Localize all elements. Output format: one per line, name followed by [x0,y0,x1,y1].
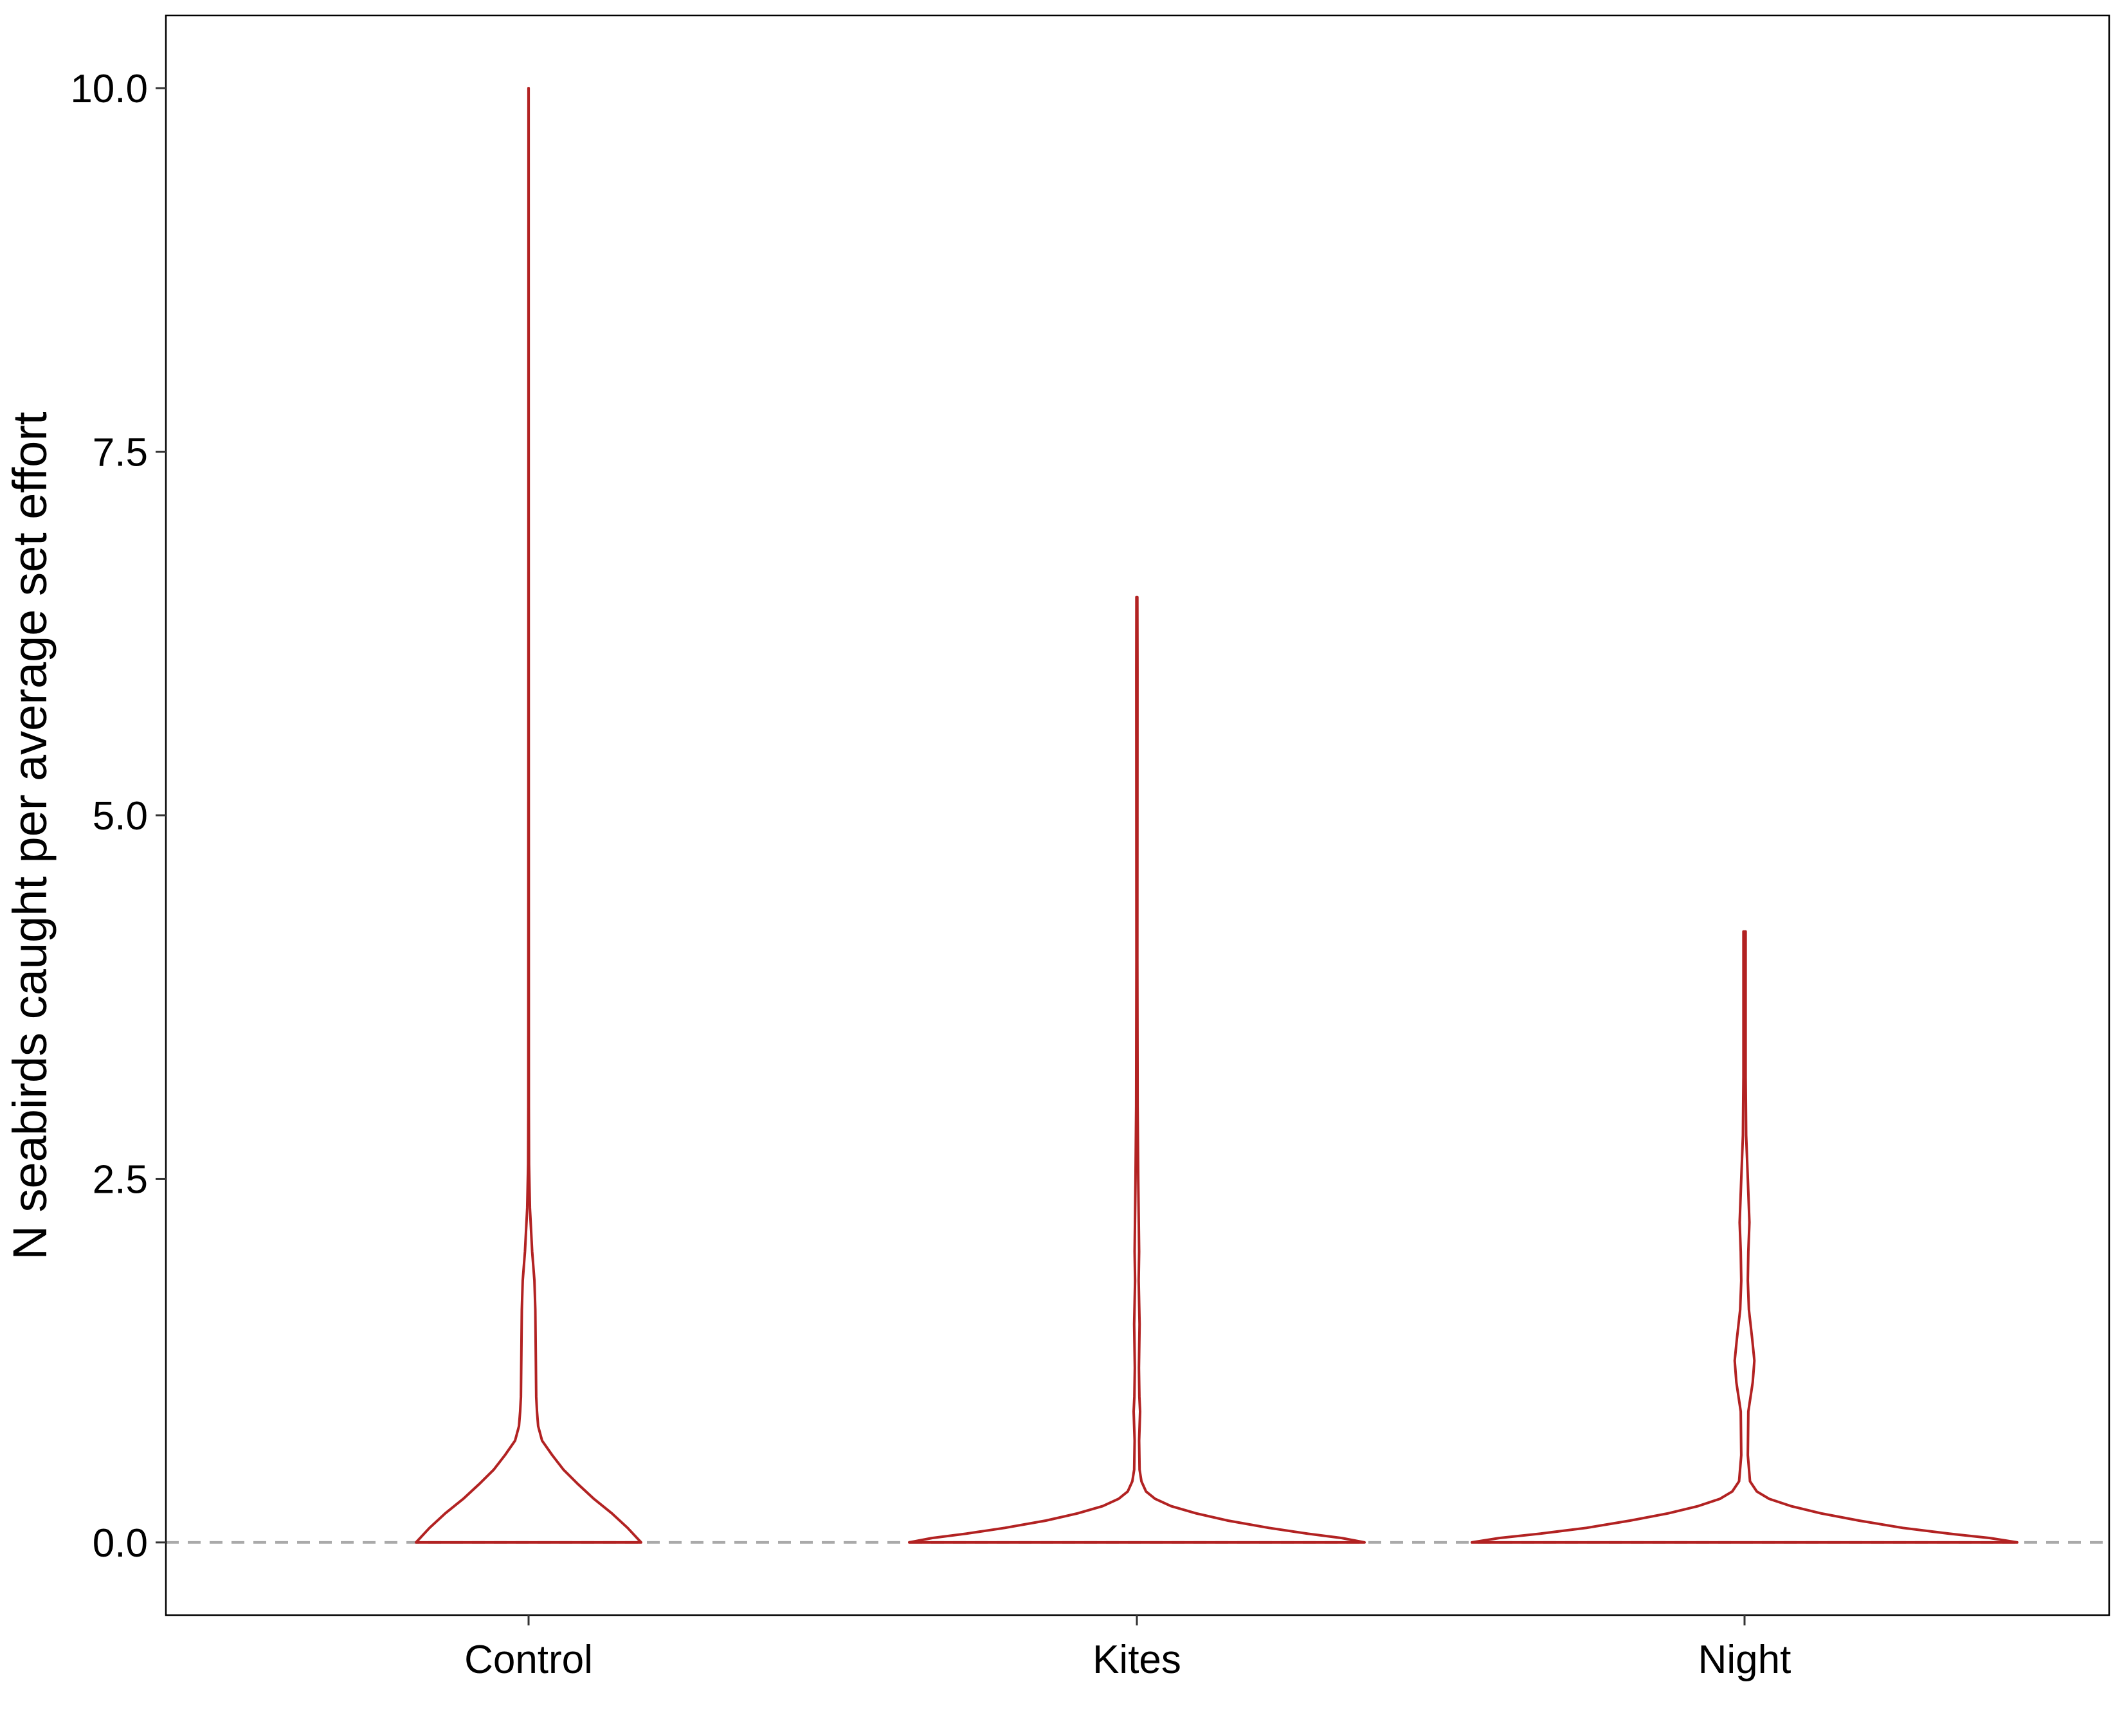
x-tick-label-kites: Kites [1093,1638,1181,1682]
violin-kites [908,595,1366,1544]
y-tick-label: 0.0 [93,1521,148,1566]
y-tick-label: 7.5 [93,431,148,475]
violin-control [415,87,642,1544]
y-tick-label: 5.0 [93,794,148,838]
y-tick-label: 10.0 [70,67,148,111]
x-tick-label-control: Control [464,1638,593,1682]
y-axis-title: N seabirds caught per average set effort [3,411,57,1260]
x-tick-label-night: Night [1698,1638,1791,1682]
violin-night [1471,930,2018,1544]
y-tick-label: 2.5 [93,1157,148,1202]
